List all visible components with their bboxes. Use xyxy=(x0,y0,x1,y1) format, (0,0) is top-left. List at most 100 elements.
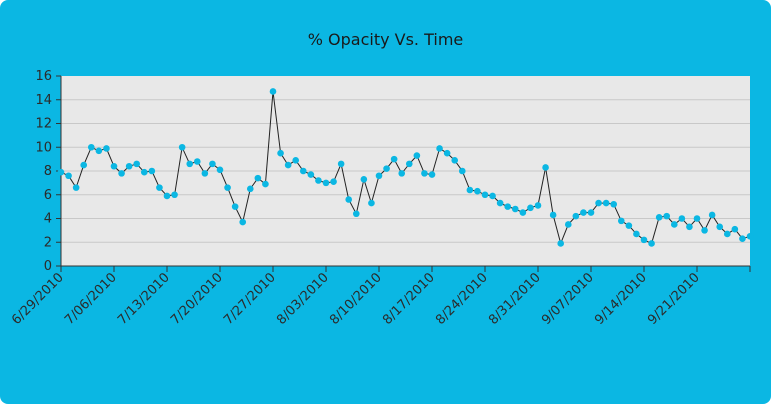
data-point xyxy=(133,160,141,168)
data-point xyxy=(186,160,194,168)
data-point xyxy=(345,196,353,203)
data-point xyxy=(708,211,716,219)
x-tick-label: 8/10/2010 xyxy=(327,270,385,328)
data-point xyxy=(527,204,534,212)
data-point xyxy=(390,155,398,163)
x-tick-label: 9/21/2010 xyxy=(645,270,703,328)
data-point xyxy=(670,221,678,228)
y-tick-label: 14 xyxy=(35,93,52,108)
data-point xyxy=(602,199,610,207)
data-point xyxy=(231,203,239,210)
x-tick-label: 8/03/2010 xyxy=(274,270,332,328)
x-tick-label: 6/29/2010 xyxy=(9,270,67,328)
data-point xyxy=(178,143,186,151)
data-point xyxy=(284,161,292,169)
data-point xyxy=(693,215,701,222)
data-point xyxy=(489,192,496,200)
data-point xyxy=(428,171,436,178)
data-point xyxy=(125,162,133,170)
data-point xyxy=(534,202,542,209)
data-point xyxy=(383,165,390,172)
data-point xyxy=(625,222,633,229)
data-point xyxy=(663,212,671,220)
y-tick-label: 4 xyxy=(44,212,52,227)
data-point xyxy=(299,167,307,175)
data-point xyxy=(269,88,277,95)
data-point xyxy=(640,236,648,244)
data-point xyxy=(360,176,368,183)
x-tick-label: 7/13/2010 xyxy=(115,270,173,328)
data-point xyxy=(87,143,95,151)
data-point xyxy=(549,211,557,219)
data-point xyxy=(375,172,383,180)
data-point xyxy=(224,184,231,191)
data-point xyxy=(413,152,421,159)
data-point xyxy=(436,145,443,152)
data-point xyxy=(648,240,655,247)
y-tick-label: 8 xyxy=(44,164,52,179)
data-point xyxy=(216,166,224,174)
data-point xyxy=(595,199,602,207)
data-point xyxy=(315,177,322,184)
x-tick-label: 7/20/2010 xyxy=(168,270,226,328)
data-point xyxy=(246,185,254,193)
data-point xyxy=(110,162,118,170)
data-point xyxy=(209,160,216,168)
y-tick-label: 2 xyxy=(44,235,52,250)
data-point xyxy=(368,199,375,207)
x-tick-label: 8/17/2010 xyxy=(380,270,438,328)
data-point xyxy=(481,191,489,199)
data-point xyxy=(254,174,262,182)
data-point xyxy=(731,225,739,233)
data-point xyxy=(746,233,754,240)
data-point xyxy=(307,171,315,178)
data-point xyxy=(201,170,209,177)
data-point xyxy=(739,235,746,242)
x-tick-label: 7/27/2010 xyxy=(221,270,279,328)
y-tick-label: 12 xyxy=(35,117,52,132)
data-point xyxy=(617,217,625,225)
y-tick-label: 6 xyxy=(44,188,52,203)
data-point xyxy=(156,184,163,191)
x-tick-label: 8/24/2010 xyxy=(433,270,491,328)
data-point xyxy=(337,160,345,168)
data-point xyxy=(421,170,428,177)
y-tick-label: 16 xyxy=(35,69,52,84)
data-point xyxy=(474,187,481,195)
data-point xyxy=(443,149,451,157)
data-point xyxy=(716,223,724,231)
data-point xyxy=(633,230,640,238)
data-point xyxy=(686,223,693,231)
data-point xyxy=(678,215,686,222)
data-point xyxy=(277,149,284,157)
data-point xyxy=(458,167,466,175)
data-point xyxy=(193,158,201,165)
data-point xyxy=(171,191,178,199)
data-point xyxy=(405,160,413,168)
data-point xyxy=(95,147,103,155)
data-point xyxy=(118,170,125,177)
chart-title: % Opacity Vs. Time xyxy=(307,30,464,49)
data-point xyxy=(655,214,663,221)
data-point xyxy=(330,178,337,185)
data-point xyxy=(504,203,512,210)
data-point xyxy=(496,199,504,207)
data-point xyxy=(163,192,171,200)
data-point xyxy=(322,179,330,187)
data-point xyxy=(292,157,300,164)
x-tick-label: 7/06/2010 xyxy=(62,270,120,328)
data-point xyxy=(610,200,618,208)
data-point xyxy=(239,218,247,226)
data-point xyxy=(398,170,406,177)
data-point xyxy=(542,164,549,171)
data-point xyxy=(140,168,148,176)
data-point xyxy=(564,221,572,228)
data-point xyxy=(511,205,519,213)
data-point xyxy=(519,209,527,216)
data-point xyxy=(80,161,88,169)
y-tick-label: 10 xyxy=(35,140,52,155)
data-point xyxy=(148,167,156,175)
y-tick-label: 0 xyxy=(44,259,52,274)
data-point xyxy=(572,212,580,220)
